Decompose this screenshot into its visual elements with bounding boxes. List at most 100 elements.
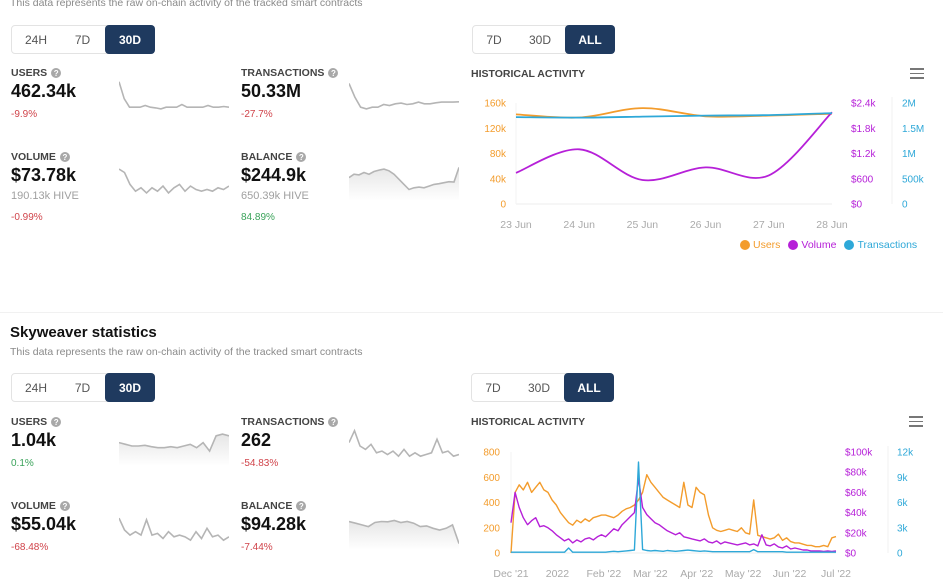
range-selector: 7D 30D ALL xyxy=(471,373,614,402)
period-24h-button[interactable]: 24H xyxy=(24,380,47,395)
y-tick-label-users: 400 xyxy=(483,498,500,509)
stat-balance-change: 84.89% xyxy=(241,212,275,223)
range-7d-button[interactable]: 7D xyxy=(485,380,501,395)
sparkline-line xyxy=(119,517,229,542)
historical-activity-title: HISTORICAL ACTIVITY xyxy=(471,416,586,428)
section-subtitle: This data represents the raw on-chain ac… xyxy=(10,346,363,358)
historical-activity-chart: 0 200 400 600 800 $0 $20k $40k $60k $80k $100k 0 3k 6… xyxy=(483,446,914,580)
series-line-volume xyxy=(510,477,837,553)
range-all-button[interactable]: ALL xyxy=(564,373,614,402)
help-icon[interactable]: ? xyxy=(328,417,339,427)
stat-balance-hive: 650.39k HIVE xyxy=(241,190,309,202)
stat-users-value: 462.34k xyxy=(11,81,77,101)
legend-transactions[interactable]: Transactions xyxy=(844,239,917,251)
y-tick-label-volume: $0 xyxy=(845,549,857,560)
y-tick-label-transactions: 2M xyxy=(902,99,916,110)
y-tick-label-volume: $1.2k xyxy=(851,149,876,160)
x-tick-label: Apr '22 xyxy=(680,568,713,580)
historical-activity-chart: 0 40k 80k 120k 160k $0 $600 $1.2k $1.8k $2.4k 0 500… xyxy=(484,97,925,231)
series-line-users xyxy=(510,474,837,554)
x-tick-label: 26 Jun xyxy=(690,219,722,231)
y-tick-label-users: 160k xyxy=(484,99,507,110)
historical-activity-title: HISTORICAL ACTIVITY xyxy=(471,68,586,80)
y-tick-label-users: 600 xyxy=(483,473,500,484)
section-top-stats: This data represents the raw on-chain ac… xyxy=(10,0,925,251)
sparkline-balance xyxy=(349,167,459,201)
period-7d-button[interactable]: 7D xyxy=(74,32,91,47)
x-tick-label: 28 Jun xyxy=(816,219,848,231)
sparkline-line xyxy=(349,428,459,458)
y-tick-label-transactions: 0 xyxy=(897,549,903,560)
sparkline-transactions xyxy=(349,428,459,458)
hamburger-menu-icon[interactable] xyxy=(910,68,924,79)
sparkline-line xyxy=(349,167,459,191)
sparkline-area xyxy=(349,167,459,201)
y-tick-label-volume: $2.4k xyxy=(851,99,876,110)
y-tick-label-users: 120k xyxy=(484,124,507,135)
period-24h-button[interactable]: 24H xyxy=(24,32,47,47)
y-tick-label-volume: $100k xyxy=(845,448,873,459)
period-selector: 24H 7D 30D xyxy=(11,25,155,54)
sparkline-line xyxy=(119,81,229,110)
x-tick-label: 25 Jun xyxy=(627,219,659,231)
stat-balance-value: $94.28k xyxy=(241,514,307,534)
chart-legend: Users Volume Transactions xyxy=(740,239,917,251)
help-icon[interactable]: ? xyxy=(59,501,70,511)
legend-users[interactable]: Users xyxy=(740,239,780,251)
x-tick-label: Jun '22 xyxy=(773,568,807,580)
stat-transactions-label: TRANSACTIONS? xyxy=(241,67,339,79)
period-30d-button[interactable]: 30D xyxy=(105,373,155,402)
x-tick-label: Feb '22 xyxy=(587,568,622,580)
range-7d-button[interactable]: 7D xyxy=(486,32,502,47)
help-icon[interactable]: ? xyxy=(328,68,339,78)
x-tick-label: Dec '21 xyxy=(493,568,528,580)
sparkline-balance xyxy=(349,519,459,550)
stat-transactions-label: TRANSACTIONS? xyxy=(241,416,339,428)
section-title: Skyweaver statistics xyxy=(10,324,157,341)
stat-volume-value: $73.78k xyxy=(11,165,77,185)
x-tick-label: Jul '22 xyxy=(821,568,851,580)
y-tick-label-transactions: 9k xyxy=(897,473,909,484)
stat-volume-change: -68.48% xyxy=(11,542,49,553)
x-tick-label: 24 Jun xyxy=(563,219,595,231)
sparkline-volume xyxy=(119,168,229,195)
sparkline-line xyxy=(349,83,459,110)
help-icon[interactable]: ? xyxy=(296,152,307,162)
help-icon[interactable]: ? xyxy=(51,417,62,427)
y-tick-label-volume: $0 xyxy=(851,200,863,211)
help-icon[interactable]: ? xyxy=(59,152,70,162)
series-line-transactions xyxy=(515,112,833,119)
y-tick-label-transactions: 12k xyxy=(897,448,914,459)
hamburger-menu-icon[interactable] xyxy=(909,416,923,427)
x-tick-label: May '22 xyxy=(725,568,762,580)
range-all-button[interactable]: ALL xyxy=(565,25,615,54)
x-tick-label: Mar '22 xyxy=(633,568,668,580)
stat-users: USERS? 462.34k -9.9% xyxy=(11,67,231,147)
period-7d-button[interactable]: 7D xyxy=(74,380,91,395)
legend-volume-dot xyxy=(788,240,799,250)
help-icon[interactable]: ? xyxy=(51,68,62,78)
y-tick-label-users: 200 xyxy=(483,523,500,534)
y-tick-label-volume: $60k xyxy=(845,488,868,499)
stat-balance: BALANCE? $94.28k -7.44% xyxy=(241,500,461,580)
stat-volume-value: $55.04k xyxy=(11,514,77,534)
y-tick-label-transactions: 1.5M xyxy=(902,124,924,135)
stat-transactions-value: 50.33M xyxy=(241,81,302,101)
help-icon[interactable]: ? xyxy=(296,501,307,511)
sparkline-users xyxy=(119,433,229,466)
y-tick-label-users: 0 xyxy=(494,549,500,560)
x-tick-label: 2022 xyxy=(546,568,570,580)
stat-transactions-change: -54.83% xyxy=(241,458,279,469)
y-tick-label-users: 40k xyxy=(490,174,507,185)
period-30d-button[interactable]: 30D xyxy=(105,25,155,54)
x-tick-label: 23 Jun xyxy=(500,219,532,231)
stat-volume-change: -0.99% xyxy=(11,212,43,223)
legend-volume[interactable]: Volume xyxy=(788,239,836,251)
sparkline-area xyxy=(349,520,459,550)
series-line-volume xyxy=(515,111,833,182)
y-tick-label-users: 800 xyxy=(483,448,500,459)
y-tick-label-transactions: 1M xyxy=(902,149,916,160)
range-30d-button[interactable]: 30D xyxy=(528,32,551,47)
range-30d-button[interactable]: 30D xyxy=(527,380,550,395)
y-tick-label-transactions: 0 xyxy=(902,200,908,211)
